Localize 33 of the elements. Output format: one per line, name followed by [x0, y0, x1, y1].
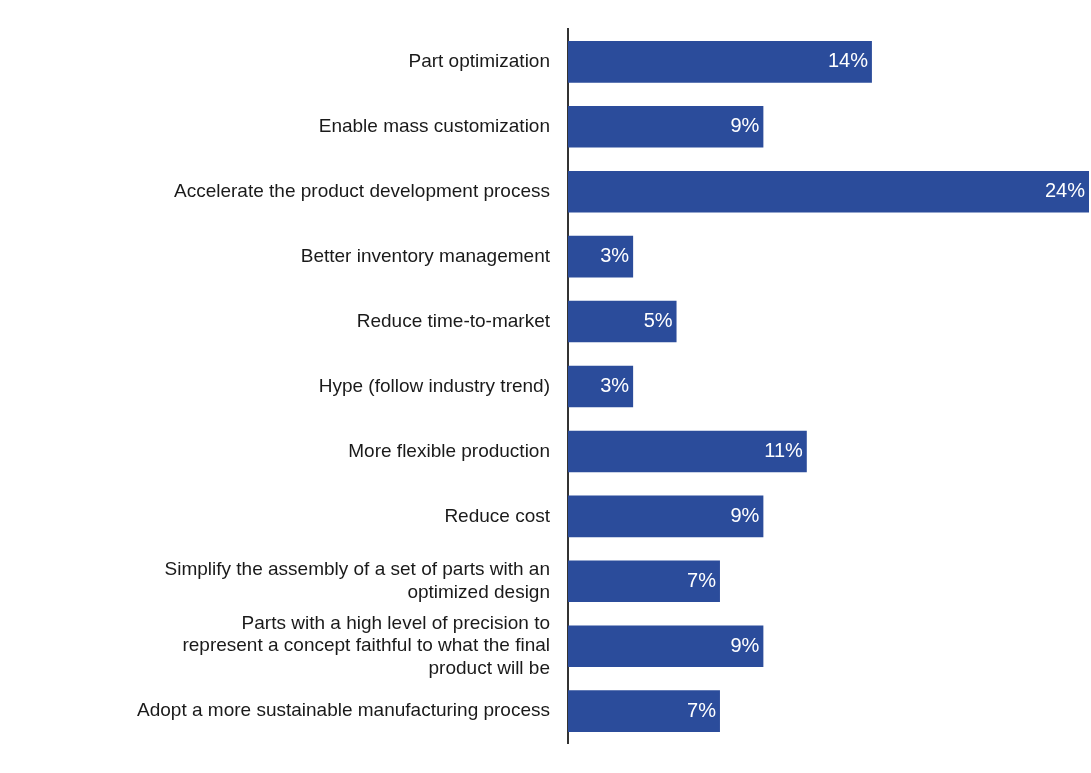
bar — [568, 365, 634, 408]
data-label: 9% — [730, 114, 760, 137]
bar — [568, 300, 677, 343]
y-tick-label: Accelerate the product development process — [174, 179, 550, 201]
data-label: 14% — [827, 49, 869, 72]
bar — [568, 106, 764, 148]
bar — [568, 560, 720, 603]
data-label: 5% — [643, 309, 673, 332]
data-label: 3% — [600, 244, 630, 267]
data-label: 3% — [600, 374, 630, 397]
bar — [568, 430, 807, 473]
y-tick-label: More flexible production — [348, 439, 550, 461]
y-tick-label: Better inventory management — [300, 244, 551, 266]
data-label: 24% — [1044, 179, 1086, 202]
y-tick-label: Reduce time-to-market — [356, 309, 551, 331]
y-tick-label: Enable mass customization — [318, 115, 550, 137]
bar — [568, 235, 634, 278]
y-tick-label: Reduce cost — [444, 504, 551, 526]
bar — [568, 41, 872, 83]
bar — [568, 495, 764, 538]
y-tick-label: Simplify the assembly of a set of parts with an optimized design — [164, 558, 550, 602]
data-label: 7% — [687, 568, 717, 591]
data-label: 9% — [730, 633, 760, 656]
bar — [568, 690, 720, 732]
y-tick-label: Hype (follow industry trend) — [318, 374, 550, 396]
y-tick-label: Parts with a high level of precision to represent a concept faithful to what the final product will be — [182, 611, 550, 679]
data-label: 7% — [687, 698, 717, 721]
bar — [568, 170, 1089, 213]
data-label: 9% — [730, 503, 760, 526]
data-label: 11% — [764, 438, 804, 461]
y-tick-label: Part optimization — [408, 50, 550, 72]
y-tick-label: Adopt a more sustainable manufacturing process — [137, 699, 550, 721]
bar — [568, 625, 764, 667]
